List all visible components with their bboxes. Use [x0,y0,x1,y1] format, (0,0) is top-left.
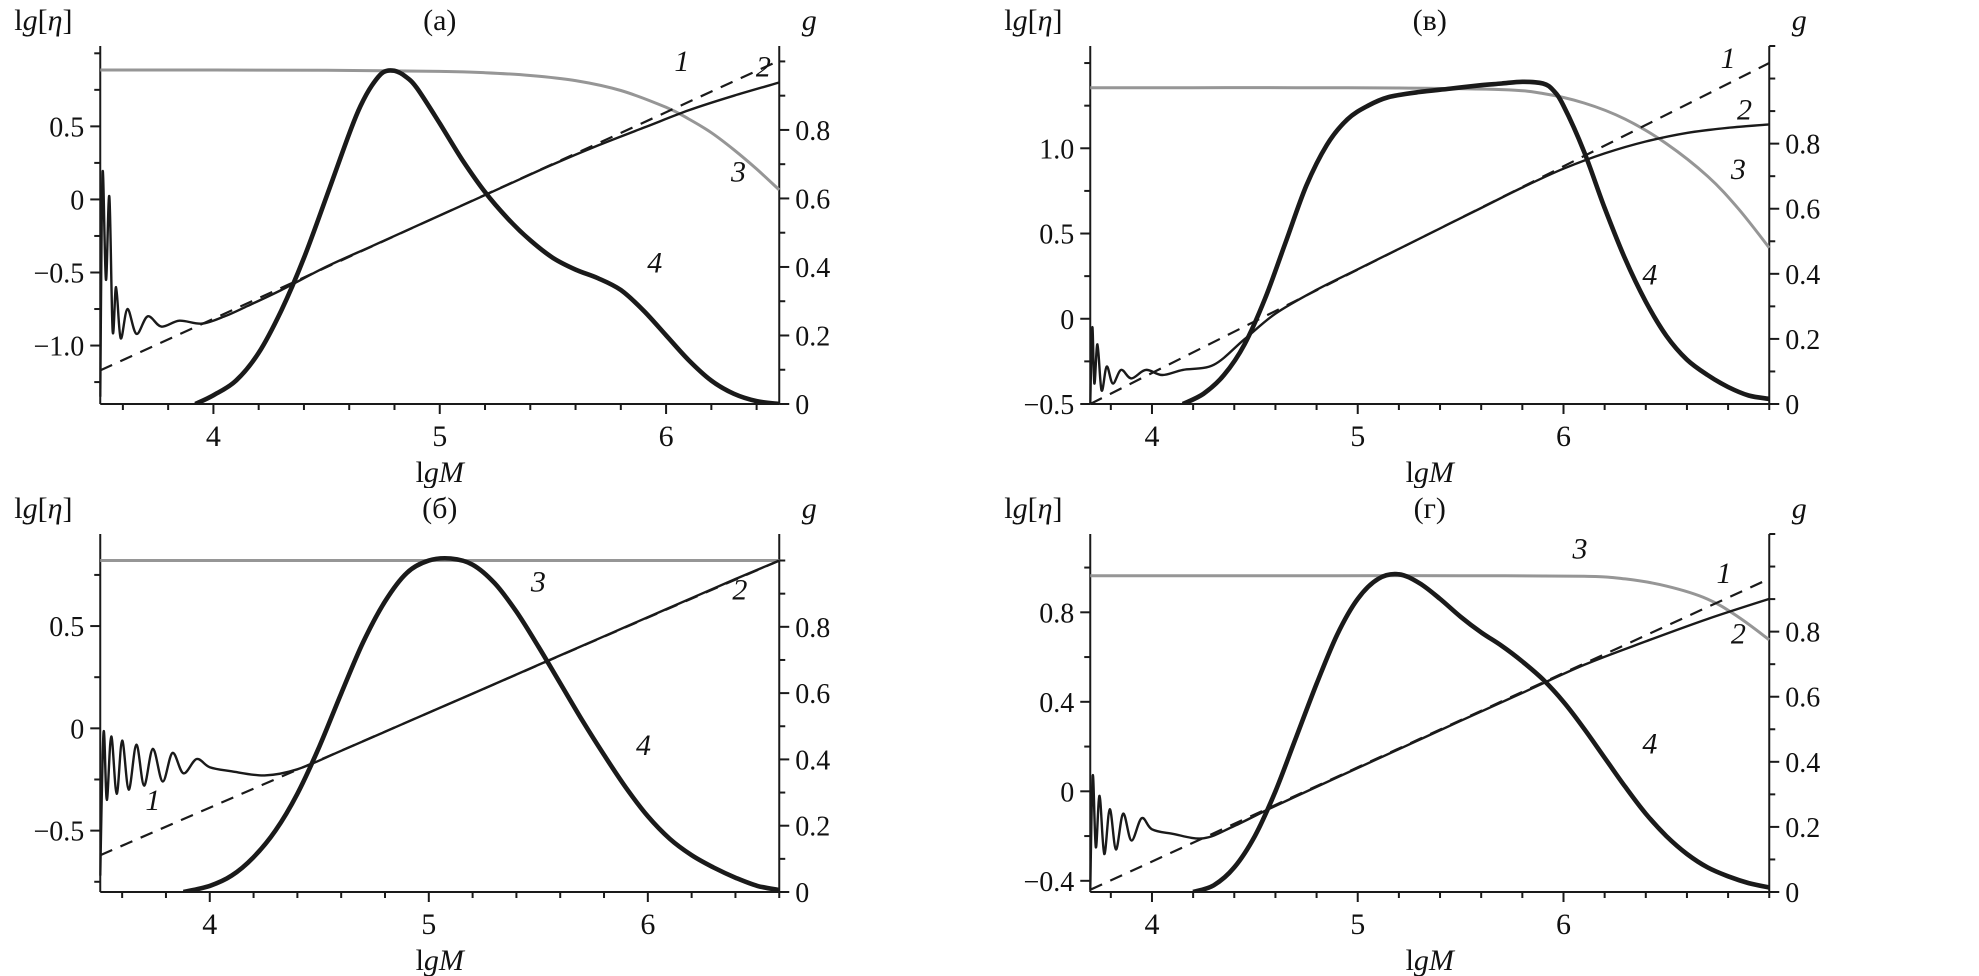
curve-3 [1089,574,1770,642]
y-right-tick-label: 0.6 [1785,683,1820,714]
y-right-tick-label: 0.2 [795,812,830,843]
y-left-axis-title: lg[η] [1004,492,1062,525]
y-left-tick-label: −0.5 [33,258,84,289]
y-right-tick-label: 0.8 [795,116,830,147]
curve-2 [1088,123,1769,405]
y-left-tick-label: 0 [1060,777,1074,808]
y-left-tick-label: −1.0 [33,332,84,363]
y-left-tick-label: 0.4 [1039,688,1074,719]
x-tick-label: 5 [432,420,447,453]
y-left-tick-label: 0 [1060,305,1074,336]
curve-label-3: 3 [530,565,546,598]
curve-3 [100,68,781,192]
chart-panel-b: −0.5 0 0.5 0 0.2 0.4 0.6 0.8 4 5 6 (б) lg[η] g lgM 1 2 3 4 [14,492,830,976]
chart-panel-g: −0.4 0 0.4 0.8 0 0.2 0.4 0.6 0.8 4 5 6 (г) lg[η] g lgM 3… [1004,492,1820,976]
y-right-axis-title: g [802,492,817,525]
curve-4 [1181,79,1770,405]
chart-panel-v: −0.5 0 0.5 1.0 0 0.2 0.4 0.6 0.8 4 5 6 (в) lg[η] g lgM 1… [1004,4,1820,488]
x-tick-label: 4 [1144,908,1159,941]
panel-title: (в) [1412,4,1446,37]
x-axis-title: lgM [1405,944,1455,976]
curve-4 [194,68,780,405]
curve-label-2: 2 [1737,93,1752,126]
curve-label-2: 2 [732,573,747,606]
curve-2 [99,559,780,876]
y-left-axis-title: lg[η] [1004,4,1062,37]
curve-label-1: 1 [1716,557,1731,590]
curve-4 [1191,571,1770,893]
y-right-tick-label: 0.8 [1785,618,1820,649]
y-right-tick-label: 0.2 [795,321,830,352]
curve-label-2: 2 [1730,618,1745,651]
y-right-tick-label: 0.2 [1785,325,1820,356]
y-right-tick-label: 0.4 [1785,748,1820,779]
y-right-axis-title: g [802,4,817,37]
panel-title: (а) [423,4,456,37]
curve-label-4: 4 [636,729,651,762]
y-left-tick-label: 0 [70,714,84,745]
y-right-tick-label: 0.8 [795,613,830,644]
y-right-tick-label: 0.8 [1785,130,1820,161]
curve-1 [99,59,780,372]
x-tick-label: 6 [1555,908,1570,941]
x-tick-label: 6 [1555,420,1570,453]
x-tick-label: 5 [1350,908,1365,941]
x-tick-label: 4 [1144,420,1159,453]
y-left-tick-label: 0.8 [1039,598,1074,629]
y-right-tick-label: 0.2 [1785,813,1820,844]
panel-title: (б) [422,492,457,525]
curve-label-3: 3 [1571,533,1587,566]
y-right-axis-title: g [1791,4,1806,37]
y-right-tick-label: 0.4 [795,253,830,284]
chart-panel-a: −1.0 −0.5 0 0.5 0 0.2 0.4 0.6 0.8 4 5 6 (а) lg[η] g lgM… [14,4,830,488]
curve-label-3: 3 [730,155,746,188]
curve-label-3: 3 [1729,153,1745,186]
x-tick-label: 5 [1350,420,1365,453]
curve-label-4: 4 [1642,727,1657,760]
y-left-tick-label: 0.5 [1039,220,1074,251]
x-tick-label: 6 [640,908,655,941]
y-right-tick-label: 0 [1785,390,1799,421]
curve-2 [99,81,780,397]
y-right-axis-title: g [1791,492,1806,525]
x-tick-label: 6 [659,420,674,453]
curve-label-1: 1 [145,784,160,817]
curve-label-4: 4 [647,246,662,279]
y-left-tick-label: 0.5 [49,612,84,643]
y-right-tick-label: 0 [795,878,809,909]
y-left-tick-label: −0.5 [33,817,84,848]
x-tick-label: 4 [202,908,217,941]
curve-4 [182,555,780,893]
x-axis-title: lgM [416,944,466,976]
curve-label-1: 1 [1720,42,1735,75]
panel-title: (г) [1413,492,1445,525]
y-right-tick-label: 0.4 [795,745,830,776]
y-right-tick-label: 0 [795,390,809,421]
y-right-tick-label: 0 [1785,878,1799,909]
y-left-tick-label: 1.0 [1039,134,1074,165]
y-left-tick-label: 0 [70,185,84,216]
curve-label-4: 4 [1642,259,1657,292]
y-right-tick-label: 0.6 [1785,195,1820,226]
curve-3 [1089,86,1770,249]
y-right-tick-label: 0.4 [1785,260,1820,291]
curve-2 [1088,597,1770,890]
y-right-tick-label: 0.6 [795,184,830,215]
x-axis-title: lgM [416,456,466,488]
curve-label-1: 1 [674,45,689,78]
curve-label-2: 2 [756,51,771,84]
x-axis-title: lgM [1405,456,1455,488]
x-tick-label: 4 [206,420,221,453]
y-left-axis-title: lg[η] [14,4,72,37]
y-left-axis-title: lg[η] [14,492,72,525]
curve-1 [1089,577,1770,891]
y-right-tick-label: 0.6 [795,679,830,710]
y-left-tick-label: −0.4 [1023,867,1074,898]
y-left-tick-label: −0.5 [1023,390,1074,421]
y-left-tick-label: 0.5 [49,112,84,143]
x-tick-label: 5 [421,908,436,941]
